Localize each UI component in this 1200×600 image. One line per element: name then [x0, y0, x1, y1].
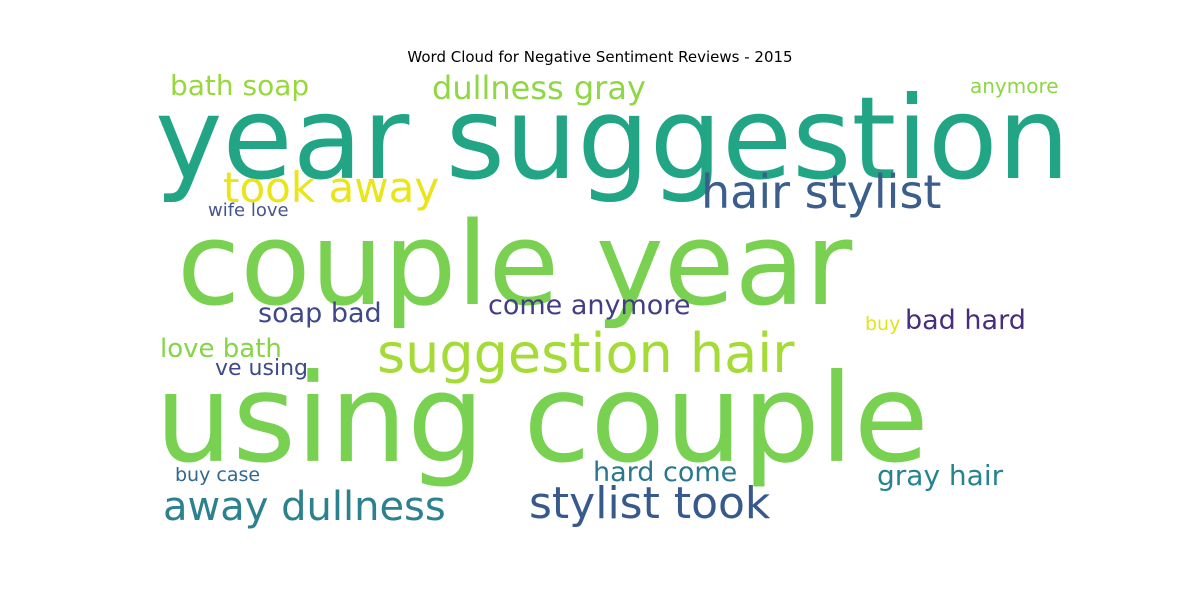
- word-buy: buy: [865, 313, 901, 335]
- word-anymore: anymore: [970, 74, 1059, 98]
- word-couple-year: couple year: [177, 198, 853, 332]
- word-dullness-gray: dullness gray: [432, 69, 646, 107]
- word-buy-case: buy case: [175, 464, 261, 486]
- word-love-bath: love bath: [160, 334, 282, 364]
- word-bath-soap: bath soap: [170, 69, 310, 102]
- chart-title: Word Cloud for Negative Sentiment Review…: [407, 48, 793, 66]
- word-gray-hair: gray hair: [877, 459, 1004, 492]
- word-away-dullness: away dullness: [163, 484, 446, 530]
- word-suggestion-hair: suggestion hair: [377, 322, 795, 385]
- word-cloud: year suggestion couple year using couple…: [155, 72, 1071, 530]
- word-stylist-took: stylist took: [529, 478, 771, 529]
- word-took-away: took away: [223, 163, 440, 212]
- word-wife-love: wife love: [208, 200, 289, 221]
- word-come-anymore: come anymore: [488, 290, 691, 321]
- word-year-suggestion: year suggestion: [155, 72, 1070, 205]
- word-soap-bad: soap bad: [258, 298, 382, 329]
- word-hard-come: hard come: [593, 457, 738, 488]
- word-using-couple: using couple: [155, 348, 929, 490]
- word-bad-hard: bad hard: [905, 305, 1026, 336]
- word-ve-using: ve using: [215, 356, 308, 381]
- word-hair-stylist: hair stylist: [701, 165, 942, 219]
